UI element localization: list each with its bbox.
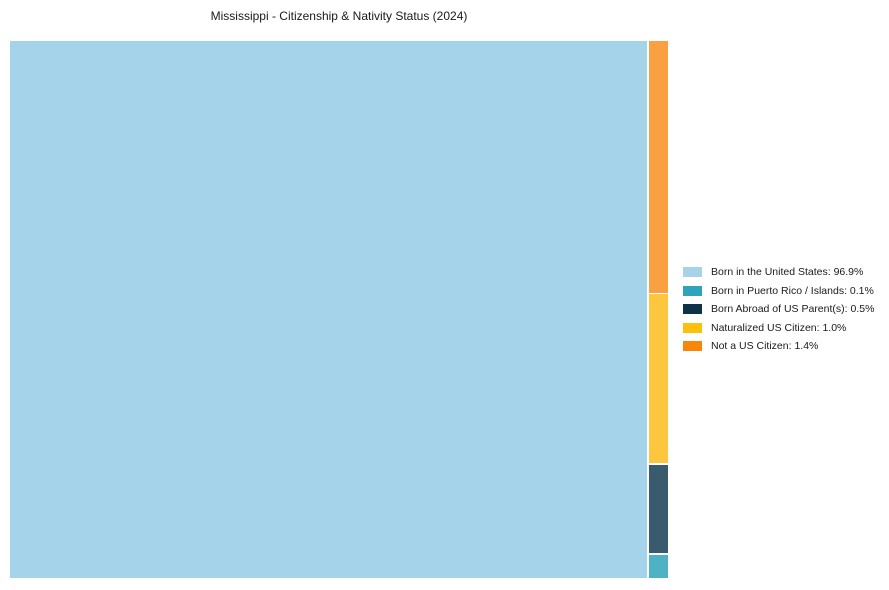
treemap-segment-born-in-us: [10, 41, 647, 578]
legend-label-not-a-us-citizen: Not a US Citizen: 1.4%: [711, 340, 819, 353]
legend-label-naturalized-us-citizen: Naturalized US Citizen: 1.0%: [711, 321, 847, 334]
legend-item-born-in-us: Born in the United States: 96.9%: [683, 263, 874, 282]
treemap-segment-naturalized-us-citizen: [648, 294, 668, 463]
chart-title: Mississippi - Citizenship & Nativity Sta…: [210, 9, 468, 23]
legend-item-born-in-puerto-rico-islands: Born in Puerto Rico / Islands: 0.1%: [683, 282, 874, 301]
legend-label-born-in-us: Born in the United States: 96.9%: [711, 266, 864, 279]
legend-swatch-naturalized-us-citizen: [683, 322, 702, 333]
treemap-segment-born-in-puerto-rico-islands: [648, 554, 668, 578]
legend-swatch-not-a-us-citizen: [683, 341, 702, 352]
treemap-segment-not-a-us-citizen: [648, 41, 668, 293]
treemap: [10, 41, 668, 578]
treemap-segment-born-abroad-us-parents: [648, 464, 668, 553]
legend-swatch-born-in-puerto-rico-islands: [683, 285, 702, 296]
legend-swatch-born-abroad-us-parents: [683, 304, 702, 315]
legend-label-born-in-puerto-rico-islands: Born in Puerto Rico / Islands: 0.1%: [711, 284, 874, 297]
legend-swatch-born-in-us: [683, 267, 702, 278]
legend-label-born-abroad-us-parents: Born Abroad of US Parent(s): 0.5%: [711, 303, 875, 316]
legend: Born in the United States: 96.9% Born in …: [683, 263, 874, 356]
legend-item-not-a-us-citizen: Not a US Citizen: 1.4%: [683, 337, 874, 356]
legend-item-naturalized-us-citizen: Naturalized US Citizen: 1.0%: [683, 319, 874, 338]
legend-item-born-abroad-us-parents: Born Abroad of US Parent(s): 0.5%: [683, 300, 874, 319]
